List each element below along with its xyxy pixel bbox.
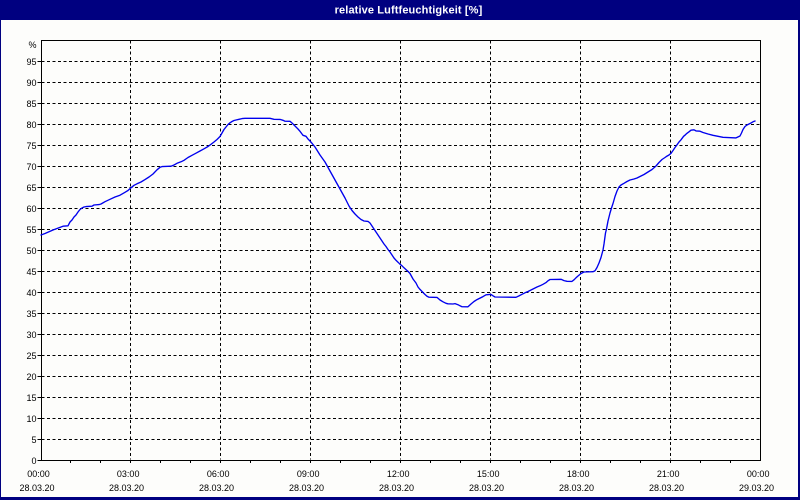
svg-text:70: 70 — [26, 162, 36, 172]
svg-text:35: 35 — [26, 309, 36, 319]
svg-text:95: 95 — [26, 57, 36, 67]
svg-text:30: 30 — [26, 330, 36, 340]
svg-text:28.03.20: 28.03.20 — [559, 483, 594, 493]
svg-text:18:00: 18:00 — [567, 469, 590, 479]
svg-text:20: 20 — [26, 372, 36, 382]
svg-text:50: 50 — [26, 246, 36, 256]
svg-text:28.03.20: 28.03.20 — [649, 483, 684, 493]
svg-text:40: 40 — [26, 288, 36, 298]
svg-text:0: 0 — [31, 456, 36, 466]
svg-text:06:00: 06:00 — [207, 469, 230, 479]
svg-text:28.03.20: 28.03.20 — [379, 483, 414, 493]
svg-text:5: 5 — [31, 435, 36, 445]
svg-text:28.03.20: 28.03.20 — [199, 483, 234, 493]
svg-text:12:00: 12:00 — [387, 469, 410, 479]
svg-text:09:00: 09:00 — [297, 469, 320, 479]
svg-text:28.03.20: 28.03.20 — [289, 483, 324, 493]
svg-text:00:00: 00:00 — [27, 469, 50, 479]
svg-text:90: 90 — [26, 78, 36, 88]
svg-text:45: 45 — [26, 267, 36, 277]
svg-text:85: 85 — [26, 99, 36, 109]
svg-text:00:00: 00:00 — [747, 469, 770, 479]
svg-text:28.03.20: 28.03.20 — [469, 483, 504, 493]
svg-text:29.03.20: 29.03.20 — [739, 483, 774, 493]
svg-text:15: 15 — [26, 393, 36, 403]
svg-text:relative Luftfeuchtigkeit [%]: relative Luftfeuchtigkeit [%] — [335, 4, 483, 16]
svg-text:28.03.20: 28.03.20 — [19, 483, 54, 493]
svg-text:65: 65 — [26, 183, 36, 193]
svg-text:80: 80 — [26, 120, 36, 130]
svg-text:60: 60 — [26, 204, 36, 214]
svg-text:21:00: 21:00 — [657, 469, 680, 479]
svg-text:25: 25 — [26, 351, 36, 361]
svg-text:28.03.20: 28.03.20 — [109, 483, 144, 493]
svg-text:03:00: 03:00 — [117, 469, 140, 479]
svg-text:55: 55 — [26, 225, 36, 235]
svg-text:15:00: 15:00 — [477, 469, 500, 479]
svg-text:10: 10 — [26, 414, 36, 424]
svg-text:%: % — [28, 40, 36, 50]
svg-text:75: 75 — [26, 141, 36, 151]
